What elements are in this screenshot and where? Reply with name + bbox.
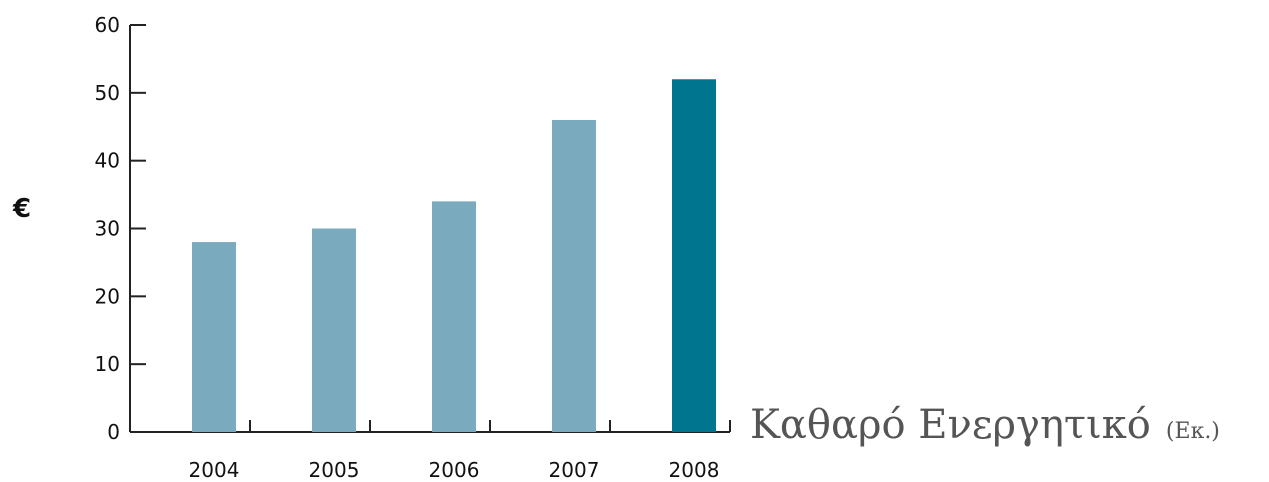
y-tick-label: 50 [95, 81, 120, 105]
x-tick-label: 2006 [429, 458, 480, 482]
y-tick-label: 10 [95, 352, 120, 376]
bar-2007 [552, 119, 596, 432]
x-tick-label: 2008 [669, 458, 720, 482]
y-tick-label: 20 [95, 284, 120, 308]
y-tick-label: 0 [107, 420, 120, 444]
y-tick-label: 30 [95, 217, 120, 241]
x-tick-label: 2004 [189, 458, 240, 482]
bar-2005 [312, 228, 356, 432]
x-tick-label: 2005 [309, 458, 360, 482]
chart-title-main: Καθαρό Ενεργητικό [750, 402, 1151, 448]
y-axis: 0 10 20 30 40 50 60 [95, 13, 146, 444]
y-tick-label: 40 [95, 149, 120, 173]
bar-2008 [672, 79, 716, 433]
x-axis: 2004 2005 2006 2007 2008 [130, 420, 731, 482]
chart-title: Καθαρό Ενεργητικό (Εκ.) [750, 402, 1220, 448]
bars [192, 79, 716, 433]
y-tick-label: 60 [95, 13, 120, 37]
x-tick-label: 2007 [549, 458, 600, 482]
bar-2004 [192, 242, 236, 432]
y-axis-label: € [12, 194, 31, 224]
bar-2006 [432, 201, 476, 432]
chart-title-unit: (Εκ.) [1166, 419, 1220, 444]
